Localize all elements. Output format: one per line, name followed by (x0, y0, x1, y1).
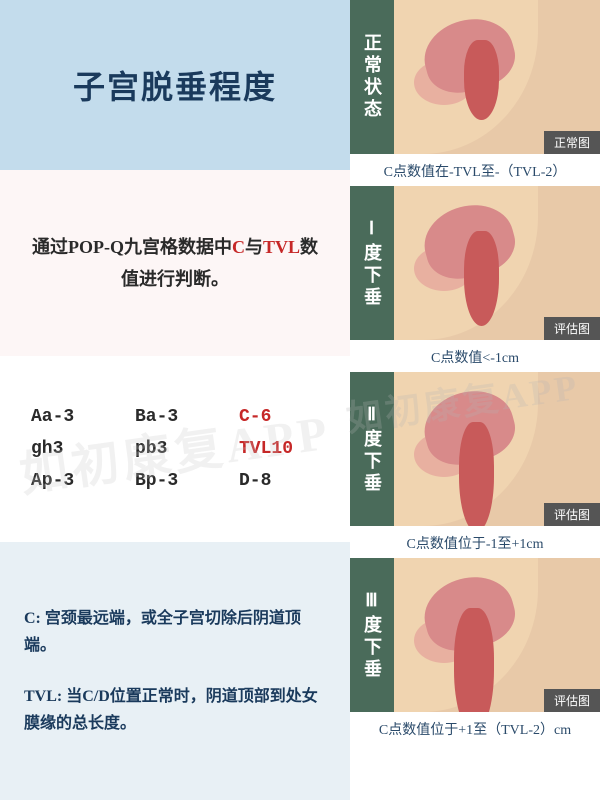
highlight-c: C (232, 237, 245, 257)
image-badge: 正常图 (544, 131, 600, 154)
anatomy-illustration: 评估图 (394, 558, 600, 712)
title-panel: 子宫脱垂程度 (0, 0, 350, 170)
stage-caption: C点数值在-TVL至-（TVL-2） (350, 156, 600, 186)
grid-cell: TVL10 (239, 439, 319, 459)
left-column: 子宫脱垂程度 通过POP-Q九宫格数据中C与TVL数值进行判断。 如初康复APP… (0, 0, 350, 800)
grid-cell: Aa-3 (31, 407, 111, 427)
stage-label-text: Ⅲ度下垂 (359, 590, 385, 681)
definition-tvl: TVL: 当C/D位置正常时，阴道顶部到处女膜缘的总长度。 (24, 683, 326, 737)
stage-row: 正常状态正常图 (350, 0, 600, 156)
stage-row: Ⅰ度下垂评估图 (350, 186, 600, 342)
popq-grid: Aa-3 Ba-3 C-6 gh3 pb3 TVL10 Ap-3 Bp-3 D-8 (31, 407, 319, 491)
grid-cell: C-6 (239, 407, 319, 427)
grid-cell: pb3 (135, 439, 215, 459)
stage-label-text: 正常状态 (359, 33, 385, 121)
stage-label: Ⅱ度下垂 (350, 372, 394, 526)
anatomy-illustration: 评估图 (394, 372, 600, 526)
grid-cell: Bp-3 (135, 471, 215, 491)
infographic-container: 子宫脱垂程度 通过POP-Q九宫格数据中C与TVL数值进行判断。 如初康复APP… (0, 0, 600, 800)
anatomy-illustration: 评估图 (394, 186, 600, 340)
description-text: 通过POP-Q九宫格数据中C与TVL数值进行判断。 (30, 231, 320, 296)
grid-cell: Ba-3 (135, 407, 215, 427)
image-badge: 评估图 (544, 503, 600, 526)
image-badge: 评估图 (544, 689, 600, 712)
highlight-tvl: TVL (263, 237, 300, 257)
stage-label-text: Ⅱ度下垂 (359, 404, 385, 495)
right-column: 如初康复APP 正常状态正常图C点数值在-TVL至-（TVL-2）Ⅰ度下垂评估图… (350, 0, 600, 800)
popq-grid-panel: 如初康复APP Aa-3Ba-3C-6gh3pb3TVL10Ap-3Bp-3D-… (0, 356, 350, 542)
stage-caption: C点数值<-1cm (350, 342, 600, 372)
description-panel: 通过POP-Q九宫格数据中C与TVL数值进行判断。 (0, 170, 350, 356)
stage-block: Ⅰ度下垂评估图C点数值<-1cm (350, 186, 600, 372)
stage-row: Ⅲ度下垂评估图 (350, 558, 600, 714)
grid-cell: Ap-3 (31, 471, 111, 491)
stage-label: 正常状态 (350, 0, 394, 154)
stage-caption: C点数值位于-1至+1cm (350, 528, 600, 558)
stage-block: 正常状态正常图C点数值在-TVL至-（TVL-2） (350, 0, 600, 186)
stage-caption: C点数值位于+1至（TVL-2）cm (350, 714, 600, 744)
stage-label: Ⅰ度下垂 (350, 186, 394, 340)
stage-block: Ⅲ度下垂评估图C点数值位于+1至（TVL-2）cm (350, 558, 600, 744)
definitions-panel: C: 宫颈最远端，或全子宫切除后阴道顶端。 TVL: 当C/D位置正常时，阴道顶… (0, 542, 350, 800)
stage-block: Ⅱ度下垂评估图C点数值位于-1至+1cm (350, 372, 600, 558)
stage-label: Ⅲ度下垂 (350, 558, 394, 712)
anatomy-illustration: 正常图 (394, 0, 600, 154)
grid-cell: gh3 (31, 439, 111, 459)
main-title: 子宫脱垂程度 (73, 62, 277, 108)
stage-row: Ⅱ度下垂评估图 (350, 372, 600, 528)
stage-label-text: Ⅰ度下垂 (359, 218, 385, 309)
image-badge: 评估图 (544, 317, 600, 340)
definition-c: C: 宫颈最远端，或全子宫切除后阴道顶端。 (24, 605, 326, 659)
grid-cell: D-8 (239, 471, 319, 491)
